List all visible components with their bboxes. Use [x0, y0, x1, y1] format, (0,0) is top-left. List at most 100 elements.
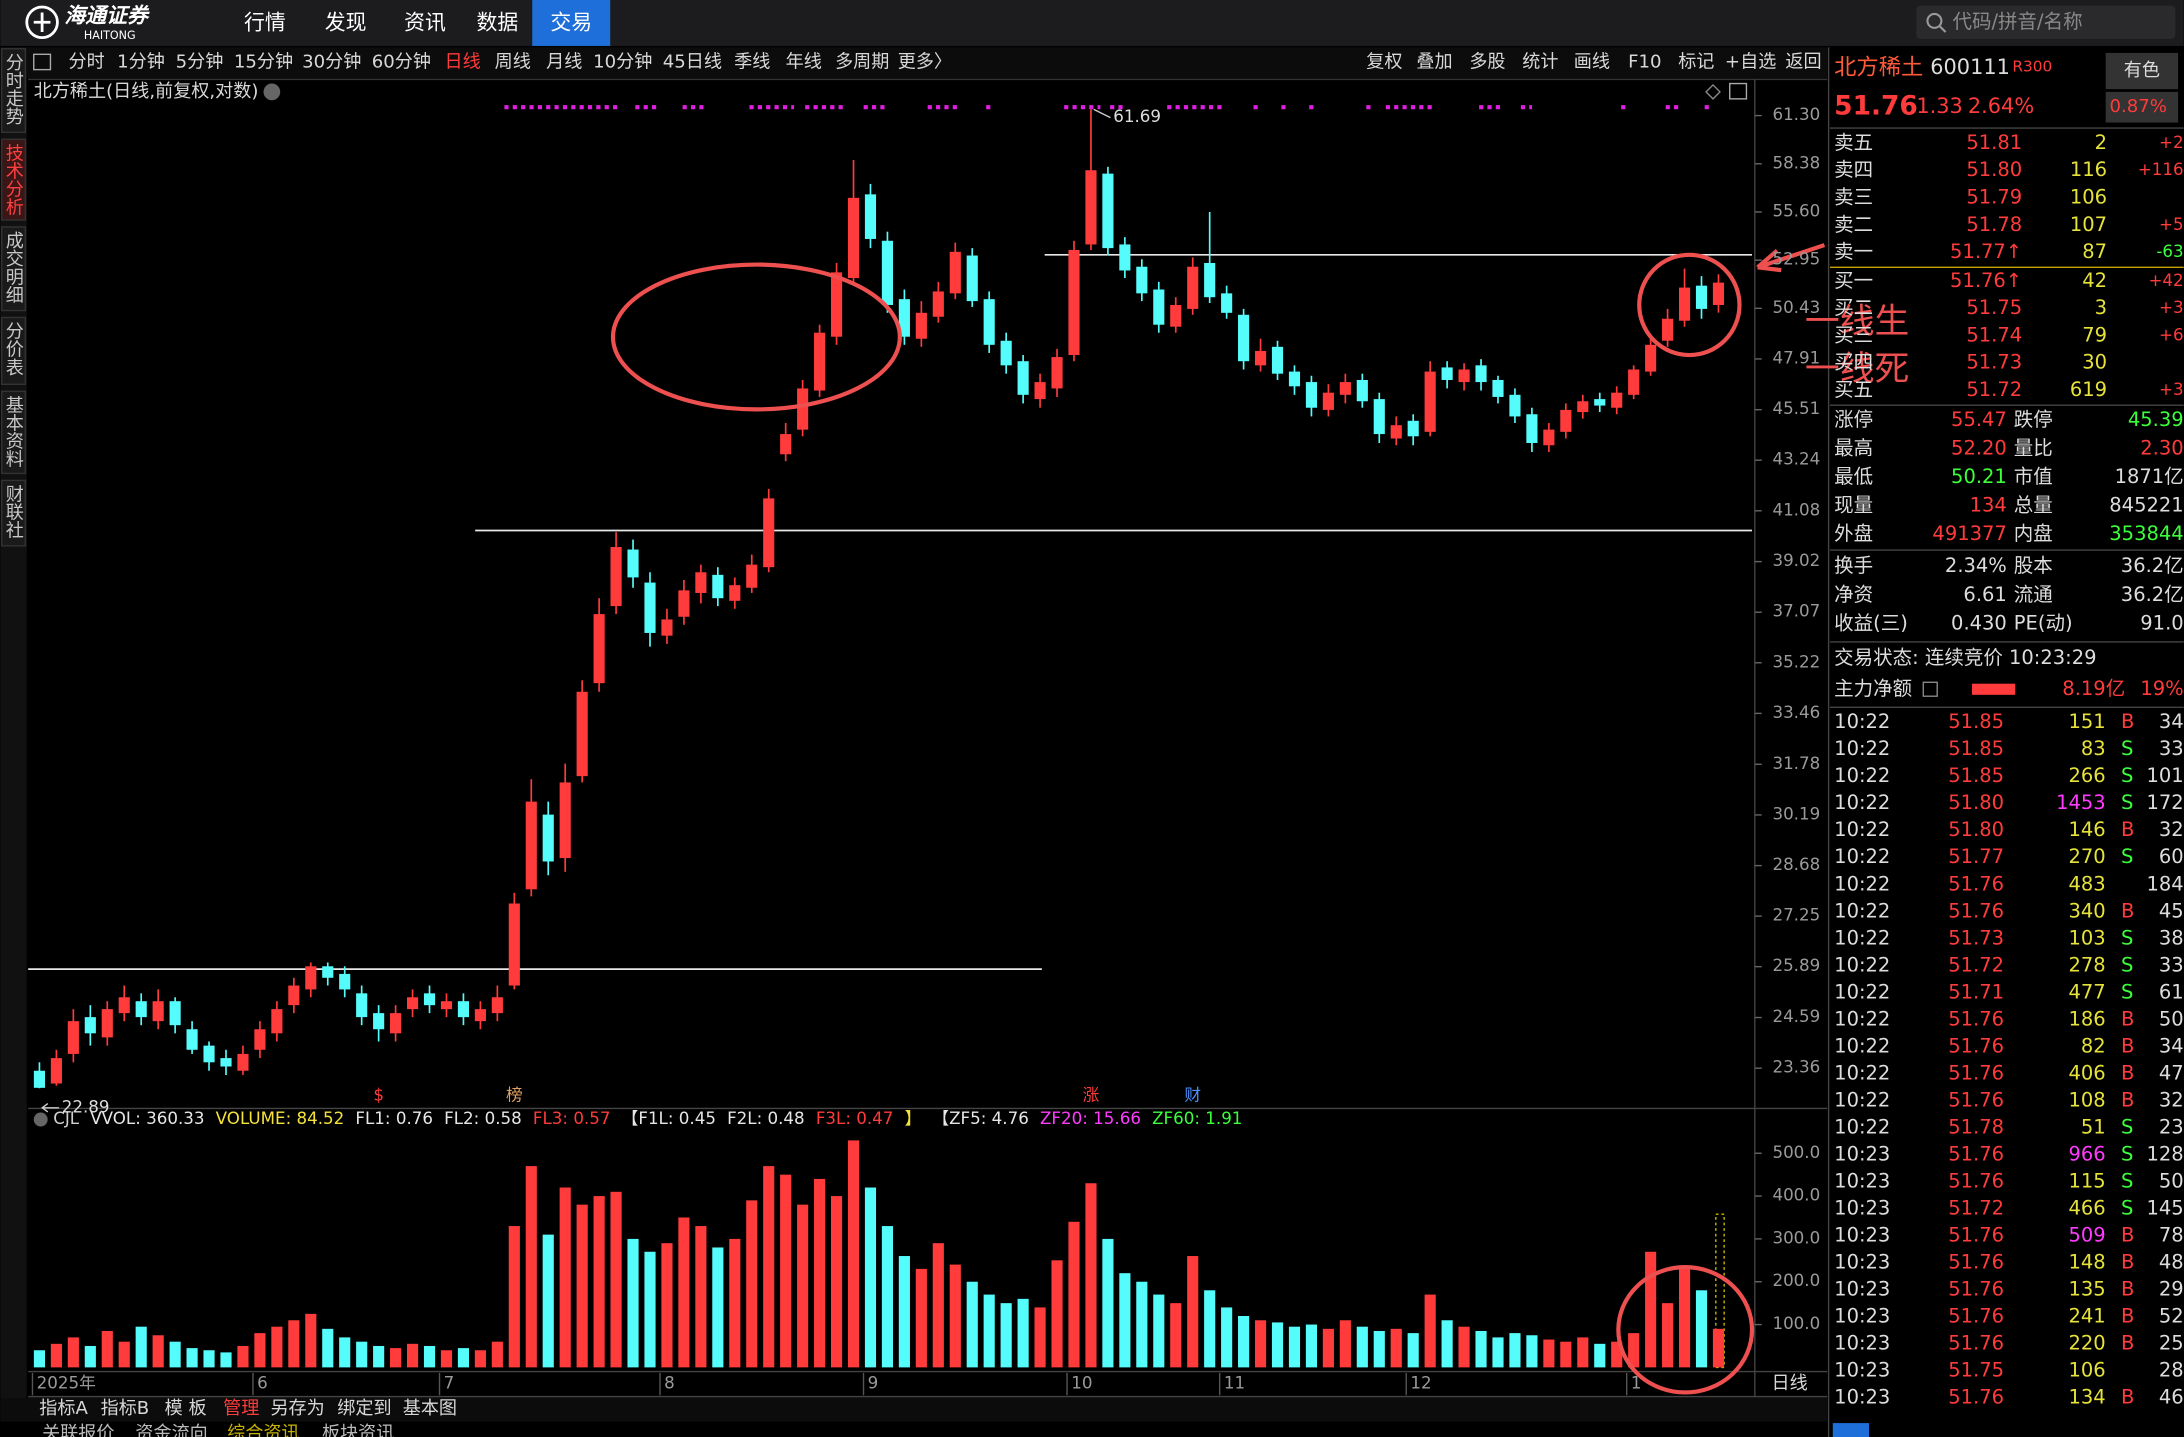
- search-box[interactable]: [1916, 5, 2176, 39]
- bottom-button[interactable]: 绑定到: [337, 1398, 391, 1419]
- annotation-text: 一线死: [1805, 349, 1909, 389]
- period-button[interactable]: 年线: [786, 52, 822, 73]
- trade-vol: 82: [2081, 1034, 2106, 1057]
- period-button[interactable]: 60分钟: [372, 52, 431, 73]
- trade-time: 10:23: [1834, 1304, 1890, 1327]
- candle-body: [1170, 304, 1182, 327]
- stat-label: 外盘: [1834, 522, 1873, 545]
- bottom-tab[interactable]: 资金流向: [135, 1423, 207, 1437]
- tool-button[interactable]: 标记: [1678, 52, 1714, 73]
- candle-body: [610, 547, 622, 607]
- trade-time: 10:22: [1834, 1115, 1890, 1138]
- candle-body: [1238, 314, 1250, 362]
- period-button[interactable]: 15分钟: [234, 52, 293, 73]
- book-price: 51.73: [1966, 351, 2022, 374]
- side-tab-bg[interactable]: [1, 226, 27, 312]
- chart-icon[interactable]: [1705, 83, 1721, 100]
- bottom-button[interactable]: 管理: [223, 1398, 259, 1419]
- period-button[interactable]: 1分钟: [117, 52, 165, 73]
- chart-icon[interactable]: [1729, 82, 1748, 100]
- period-button[interactable]: 分时: [69, 52, 105, 73]
- period-button[interactable]: 更多〉: [898, 52, 952, 73]
- bottom-tab[interactable]: 综合资讯: [227, 1423, 299, 1437]
- x-tick-label: 11: [1224, 1373, 1245, 1393]
- trade-side: B: [2121, 710, 2134, 733]
- event-marker[interactable]: $: [373, 1084, 384, 1104]
- stat-value: 50.21: [1951, 465, 2007, 488]
- period-button[interactable]: 周线: [495, 52, 531, 73]
- volume-bar: [423, 1345, 436, 1368]
- bottom-button[interactable]: 指标B: [101, 1398, 150, 1419]
- candle-body: [1068, 249, 1080, 356]
- bottom-button[interactable]: 模 板: [165, 1398, 207, 1419]
- y-tick-label: 24.59: [1772, 1006, 1820, 1026]
- trade-count: 172: [2146, 791, 2183, 814]
- side-tab-bg[interactable]: [1, 138, 27, 221]
- trade-vol: 340: [2068, 899, 2105, 922]
- nav-tab[interactable]: 资讯: [404, 11, 446, 35]
- volume-bar: [1017, 1298, 1029, 1368]
- period-button[interactable]: 季线: [734, 52, 770, 73]
- tool-button[interactable]: 画线: [1574, 52, 1610, 73]
- toolbar-icon[interactable]: [33, 53, 52, 71]
- bottom-button[interactable]: 另存为: [270, 1398, 324, 1419]
- bottom-button[interactable]: 指标A: [39, 1398, 88, 1419]
- search-placeholder: 代码/拼音/名称: [1953, 10, 2083, 33]
- vol-dropdown[interactable]: [33, 1112, 48, 1127]
- volume-bar: [1492, 1337, 1504, 1368]
- candle-body: [152, 1001, 164, 1022]
- nav-tab[interactable]: 交易: [550, 11, 592, 35]
- bottom-button[interactable]: 基本图: [403, 1398, 457, 1419]
- nav-tab[interactable]: 行情: [244, 11, 286, 35]
- event-marker[interactable]: 财: [1184, 1084, 1201, 1104]
- volume-bar: [1034, 1307, 1046, 1368]
- period-button[interactable]: 多周期: [835, 52, 889, 73]
- tool-button[interactable]: 叠加: [1416, 52, 1452, 73]
- book-price: 51.72: [1966, 378, 2022, 401]
- nav-tab[interactable]: 数据: [477, 11, 519, 35]
- title-dropdown[interactable]: [263, 83, 281, 101]
- tool-button[interactable]: 复权: [1366, 52, 1402, 73]
- book-label: 买二: [1834, 296, 1873, 319]
- book-price: 51.78: [1966, 213, 2022, 236]
- bottom-tab[interactable]: 板块资讯: [322, 1423, 394, 1437]
- side-tab[interactable]: 财联社: [3, 484, 24, 538]
- low-label: 22.89: [62, 1096, 110, 1116]
- event-marker[interactable]: 榜: [506, 1084, 523, 1104]
- side-tab-bg[interactable]: [1, 316, 27, 386]
- event-marker[interactable]: 涨: [1083, 1084, 1100, 1104]
- nav-tab[interactable]: 发现: [325, 11, 367, 35]
- side-tab[interactable]: 分时走势: [3, 53, 24, 125]
- volume-bar: [1000, 1303, 1012, 1368]
- annotation-circle: [1616, 1265, 1755, 1395]
- side-tab[interactable]: 技术分析: [3, 143, 24, 215]
- bottom-tab[interactable]: 关联报价: [42, 1423, 114, 1437]
- trade-time: 10:22: [1834, 980, 1890, 1003]
- sector[interactable]: 有色: [2124, 60, 2160, 81]
- trade-vol: 966: [2068, 1142, 2105, 1165]
- period-button[interactable]: 10分钟: [593, 52, 652, 73]
- period-button[interactable]: 日线: [445, 52, 481, 73]
- sector-box[interactable]: [2105, 52, 2179, 90]
- indicator-label: FL3: 0.57: [533, 1108, 611, 1128]
- side-tab[interactable]: 分价表: [3, 322, 24, 376]
- side-tab[interactable]: 基本资料: [3, 395, 24, 467]
- trade-vol: 134: [2068, 1386, 2105, 1409]
- side-tab-bg[interactable]: [1, 48, 27, 133]
- period-button[interactable]: 45日线: [663, 52, 722, 73]
- book-label: 卖四: [1834, 158, 1873, 181]
- tool-button[interactable]: 多股: [1469, 52, 1505, 73]
- tool-button[interactable]: +自选: [1725, 52, 1776, 73]
- tool-button[interactable]: F10: [1628, 52, 1661, 73]
- tool-button[interactable]: 返回: [1785, 52, 1821, 73]
- side-tab-bg[interactable]: [1, 479, 27, 547]
- side-tab-bg[interactable]: [1, 390, 27, 475]
- tool-button[interactable]: 统计: [1522, 52, 1558, 73]
- period-button[interactable]: 30分钟: [302, 52, 361, 73]
- period-button[interactable]: 月线: [546, 52, 582, 73]
- candle-body: [830, 272, 843, 337]
- trade-vol: 115: [2068, 1169, 2105, 1192]
- candle-body: [1509, 394, 1521, 417]
- period-button[interactable]: 5分钟: [176, 52, 224, 73]
- side-tab[interactable]: 成交明细: [3, 231, 24, 303]
